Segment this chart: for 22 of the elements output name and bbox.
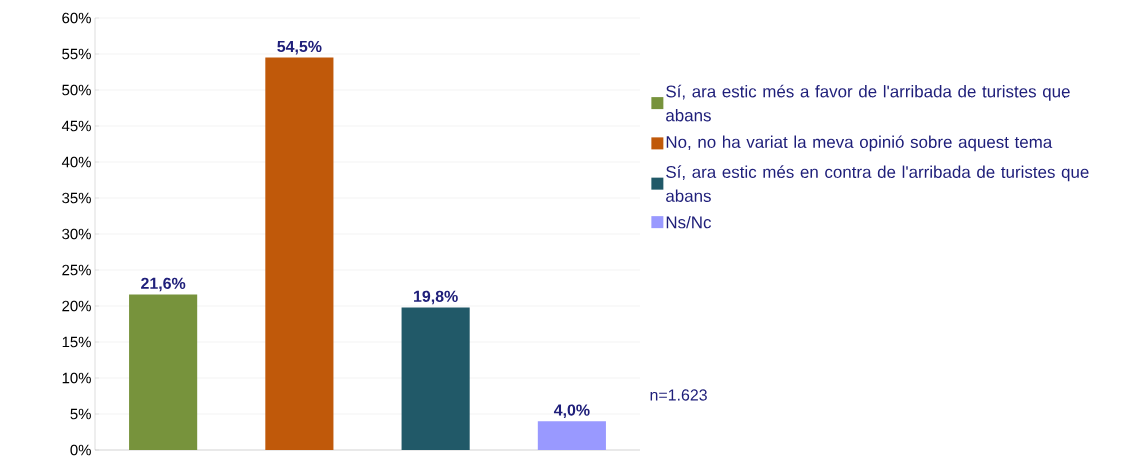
y-tick-label: 35% <box>62 192 91 204</box>
y-tick-label: 15% <box>62 336 91 348</box>
y-tick-label: 45% <box>61 120 91 132</box>
data-label: 19,8% <box>414 290 458 305</box>
y-tick-label: 40% <box>61 156 91 168</box>
legend-label: Sí, ara estic més a favor de l'arribada de turistes que abans <box>666 84 1070 122</box>
y-tick-label: 55% <box>62 48 91 60</box>
y-tick-label: 20% <box>62 300 91 312</box>
y-tick-label: 0% <box>70 444 91 456</box>
y-tick-label: 30% <box>62 228 91 240</box>
y-tick-label: 5% <box>70 408 91 420</box>
data-label: 21,6% <box>141 277 186 292</box>
legend-label: Ns/Nc <box>666 215 712 229</box>
y-tick-label: 50% <box>62 84 91 96</box>
text: n=1.623 <box>650 389 707 401</box>
legend-label: No, no ha variat la meva opinió sobre aquest tema <box>666 135 1053 152</box>
data-label: 54,5% <box>277 40 322 55</box>
legend-label: Sí, ara estic més en contra de l'arribada de turistes que abans <box>666 165 1089 202</box>
y-tick-label: 60% <box>62 12 91 24</box>
y-tick-label: 25% <box>62 264 91 276</box>
data-label: 4,0% <box>553 404 590 418</box>
y-tick-label: 10% <box>62 372 91 384</box>
